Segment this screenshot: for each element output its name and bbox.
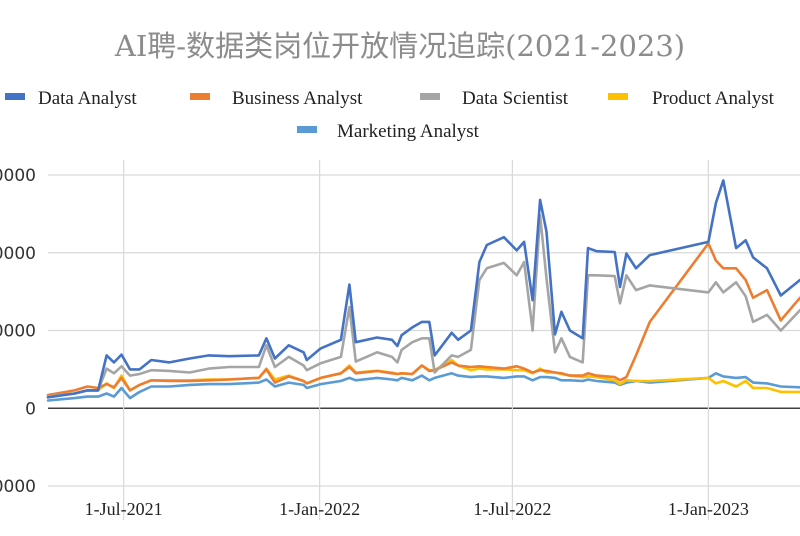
gridlines [48, 160, 800, 520]
y-tick-label: 20000 [0, 244, 36, 264]
legend-marker [420, 93, 440, 100]
legend-marker [608, 93, 628, 100]
legend-label: Data Scientist [462, 88, 569, 109]
legend-label: Business Analyst [232, 88, 363, 109]
legend-label: Data Analyst [38, 88, 137, 109]
x-tick-label: 1-Jan-2023 [668, 499, 749, 519]
legend: Data Analyst Business Analyst Data Scien… [5, 88, 775, 142]
legend-item-business-analyst[interactable]: Business Analyst [190, 88, 363, 109]
y-tick-label: 0 [25, 399, 36, 419]
legend-label: Product Analyst [652, 88, 775, 109]
x-tick-label: 1-Jul-2022 [473, 499, 551, 519]
x-tick-label: 1-Jan-2022 [279, 499, 360, 519]
legend-item-marketing-analyst[interactable]: Marketing Analyst [297, 121, 480, 142]
legend-label: Marketing Analyst [337, 121, 480, 142]
legend-marker [190, 93, 210, 100]
legend-item-product-analyst[interactable]: Product Analyst [608, 88, 775, 109]
y-tick-label: 10000 [0, 322, 36, 342]
legend-marker [297, 126, 317, 133]
y-tick-label: -10000 [0, 477, 36, 497]
y-tick-label: 30000 [0, 166, 36, 186]
legend-marker [5, 93, 25, 100]
series-line-data-scientist [46, 214, 800, 398]
chart-title: AI聘-数据类岗位开放情况追踪(2021-2023) [114, 29, 685, 63]
series-line-business-analyst [46, 242, 800, 397]
legend-item-data-scientist[interactable]: Data Scientist [420, 88, 569, 109]
series-line-marketing-analyst [46, 371, 800, 402]
y-axis: -10000 0 10000 20000 30000 [0, 166, 36, 497]
series-line-data-analyst [46, 179, 800, 399]
legend-item-data-analyst[interactable]: Data Analyst [5, 88, 137, 109]
x-tick-label: 1-Jul-2021 [85, 499, 163, 519]
series-lines [46, 179, 800, 402]
x-axis: 1-Jul-2021 1-Jan-2022 1-Jul-2022 1-Jan-2023 [85, 499, 749, 519]
